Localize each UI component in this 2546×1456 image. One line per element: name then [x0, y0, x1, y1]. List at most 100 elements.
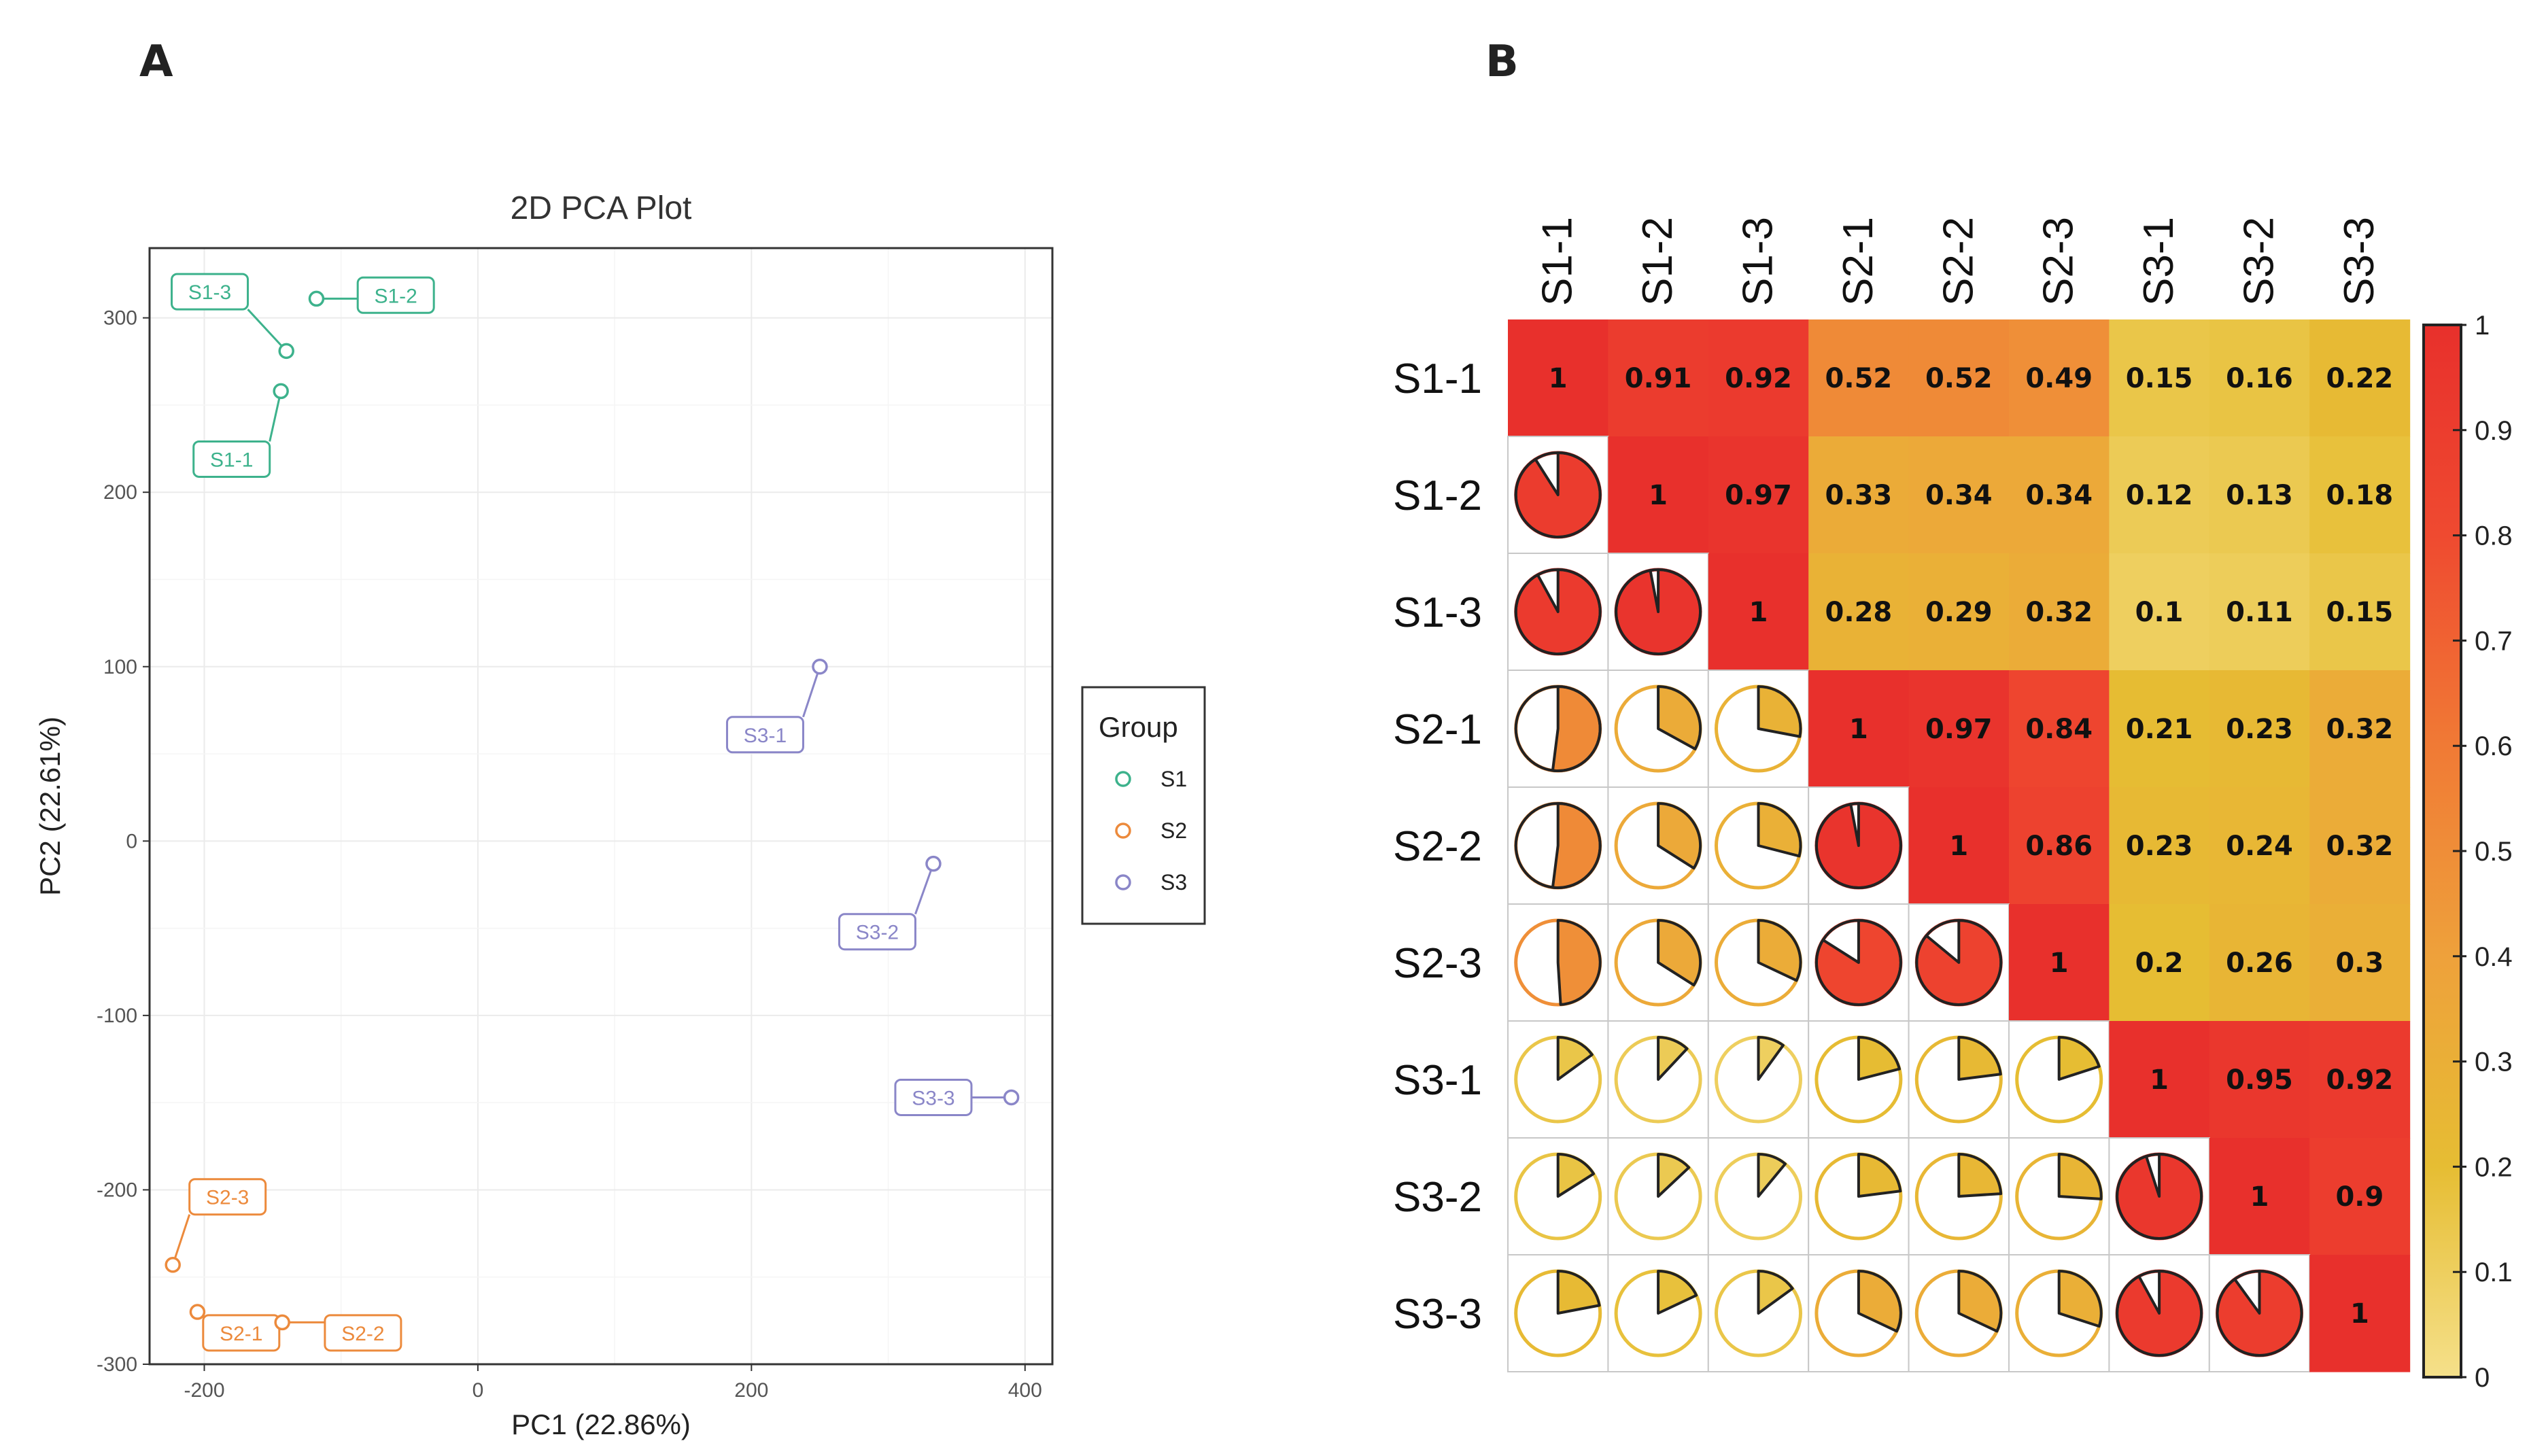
panel-a-label: A: [139, 37, 173, 87]
label-leader-line: [171, 1214, 191, 1266]
pie-slice: [1757, 919, 1802, 982]
data-point: [165, 1257, 181, 1273]
point-label: S2-2: [341, 1323, 384, 1345]
heatmap-cell: [1908, 787, 2010, 905]
pie-outline: [1514, 685, 1602, 772]
heatmap-cell: [2309, 1255, 2411, 1372]
row-label: S3-1: [1393, 1057, 1482, 1104]
cell-value-label: 0.86: [2025, 831, 2093, 862]
row-label: S1-2: [1393, 472, 1482, 519]
label-leader-line: [914, 863, 935, 915]
pie-slice: [1657, 802, 1702, 870]
pca-title: 2D PCA Plot: [511, 190, 692, 226]
cell-value-label: 0.28: [1825, 597, 1893, 628]
pie-outline: [1514, 568, 1602, 655]
colorbar-tick-label: 0.6: [2475, 731, 2513, 761]
x-tick-label: -200: [184, 1379, 224, 1402]
cell-value-label: 0.9: [2335, 1181, 2384, 1213]
cell-value-label: 0.22: [2326, 363, 2394, 394]
heatmap-cell: [2009, 553, 2110, 671]
label-leader-line: [802, 666, 821, 718]
column-label: S3-1: [2135, 217, 2182, 306]
cell-value-label: 0.23: [2126, 831, 2193, 862]
pie-outline: [2116, 1153, 2203, 1240]
legend-box: [1081, 686, 1206, 925]
heatmap-cell: [1808, 670, 1910, 788]
pca-plot: 2D PCA Plot -200 0 200 400 300 200 100 0 -100 -200…: [34, 190, 1206, 1440]
cell-value-label: 1: [1649, 480, 1668, 511]
pie-outline: [1915, 919, 2003, 1006]
heatmap-cell: [2209, 436, 2310, 554]
heatmap-cell: [2209, 319, 2310, 437]
pie-outline: [1615, 568, 1702, 655]
heatmap-cell: [1808, 319, 1910, 437]
heatmap-cell: [1508, 319, 1609, 437]
heatmap-cell: [1608, 319, 1709, 437]
heatmap-cell: [2109, 904, 2210, 1022]
heatmap-cell: [2309, 553, 2411, 671]
heatmap-cell: [2209, 553, 2310, 671]
pca-plot-border: [148, 247, 1054, 1366]
point-label: S1-2: [374, 285, 417, 307]
pie-slice: [1857, 1270, 1902, 1333]
y-tick-label: 300: [103, 307, 137, 330]
cell-value-label: 0.2: [2135, 948, 2184, 979]
data-point: [308, 290, 325, 307]
column-label: S1-1: [1534, 217, 1581, 306]
colorbar-tick-label: 1: [2475, 311, 2490, 341]
colorbar-tick-label: 0.1: [2475, 1258, 2513, 1287]
label-leader-line: [247, 309, 288, 352]
point-label-box: [202, 1314, 281, 1352]
row-label: S1-1: [1393, 356, 1482, 402]
cell-value-label: 0.91: [1625, 363, 1692, 394]
pie-slice: [1757, 802, 1802, 858]
pie-slice: [1556, 1270, 1601, 1315]
heatmap-cell: [2109, 787, 2210, 905]
heatmap-cell: [1908, 553, 2010, 671]
cell-value-label: 0.12: [2126, 480, 2193, 511]
cell-value-label: 0.1: [2135, 597, 2184, 628]
heatmap-cell: [2209, 1138, 2310, 1255]
row-label: S3-2: [1393, 1174, 1482, 1221]
heatmap-cell: [1908, 319, 2010, 437]
heatmap-cell: [2309, 904, 2411, 1022]
legend-key: [1115, 822, 1131, 839]
y-axis-title: PC2 (22.61%): [34, 716, 66, 896]
heatmap-cell: [2309, 670, 2411, 788]
heatmap-cell: [2209, 787, 2310, 905]
correlation-plot: S1-1 S1-1 S1-2 S1-2 S1-3 S1-3 S2-1 S2-1 S2-2 S2-2…: [1393, 217, 2513, 1393]
x-tick-label: 0: [472, 1379, 484, 1402]
row-label: S2-3: [1393, 940, 1482, 987]
point-label: S3-3: [912, 1087, 954, 1109]
cell-value-label: 0.21: [2126, 714, 2193, 745]
row-label: S3-3: [1393, 1291, 1482, 1338]
pie-slice: [1757, 685, 1802, 738]
legend-title: Group: [1099, 711, 1178, 743]
cell-value-label: 0.97: [1925, 714, 1993, 745]
heatmap-cell: [1908, 670, 2010, 788]
heatmap-cell: [2009, 319, 2110, 437]
heatmap-cell: [2009, 904, 2110, 1022]
data-point: [925, 855, 942, 872]
label-leader-line: [269, 391, 282, 442]
pie-slice: [1857, 1153, 1902, 1198]
cell-value-label: 0.34: [1925, 480, 1993, 511]
heatmap-cell: [2209, 904, 2310, 1022]
pie-outline: [1514, 802, 1602, 889]
point-label-box: [356, 276, 435, 314]
cell-value-label: 0.34: [2025, 480, 2093, 511]
pie-slice: [1657, 1036, 1689, 1081]
heatmap-cell: [2309, 1021, 2411, 1139]
column-label: S2-3: [2035, 217, 2082, 306]
legend-key: [1115, 874, 1131, 890]
heatmap-cell: [2009, 670, 2110, 788]
cell-value-label: 0.32: [2025, 597, 2093, 628]
y-tick-label: 100: [103, 656, 137, 678]
column-label: S3-3: [2336, 217, 2383, 306]
cell-value-label: 0.97: [1725, 480, 1792, 511]
heatmap-cell: [2209, 1021, 2310, 1139]
point-label: S3-1: [744, 725, 787, 747]
pie-outline: [1814, 802, 1902, 889]
data-point: [1003, 1089, 1020, 1106]
colorbar-tick-label: 0.4: [2475, 942, 2513, 972]
